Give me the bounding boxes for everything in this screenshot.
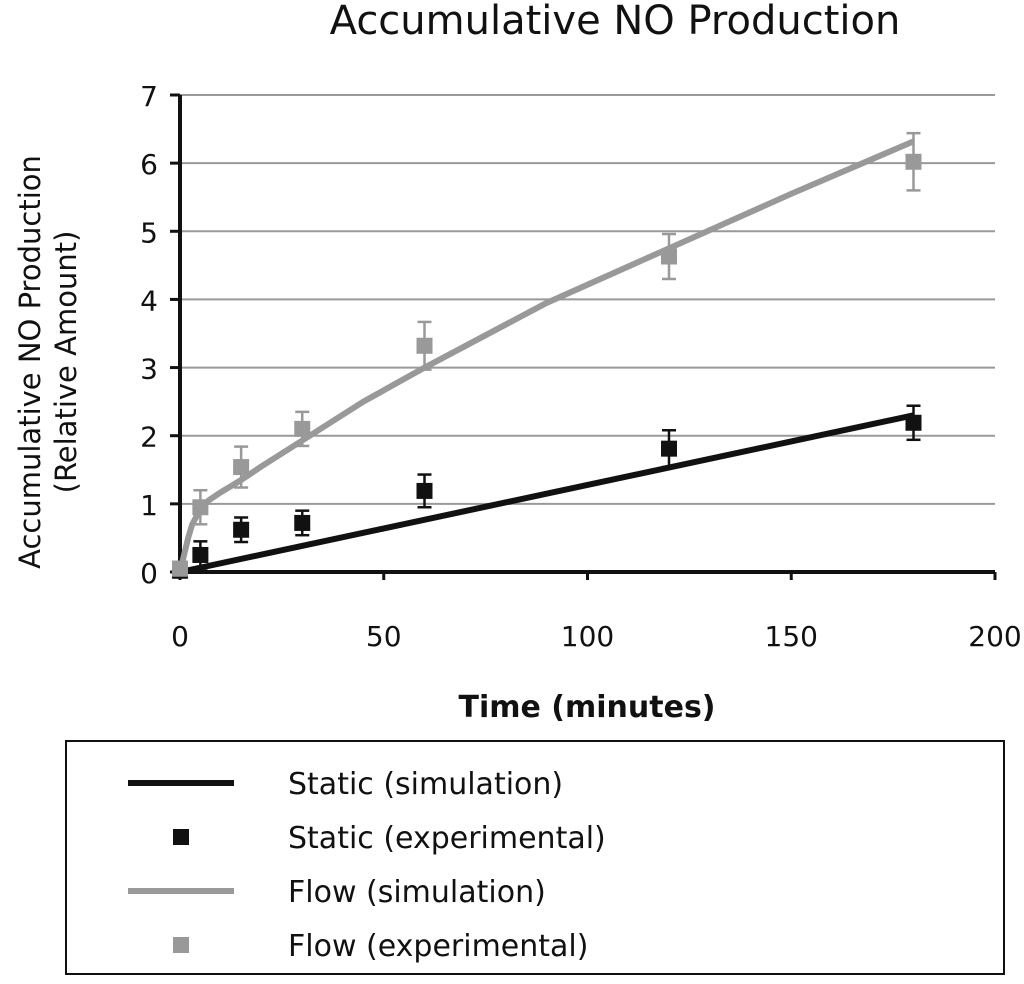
y-tick-label: 4 — [140, 284, 158, 317]
data-point — [294, 514, 311, 531]
gridlines — [180, 94, 995, 505]
x-axis-label: Time (minutes) — [458, 690, 715, 725]
legend: Static (simulation) Static (experimental)… — [128, 767, 606, 964]
legend-marker-swatch — [173, 937, 189, 953]
x-tick-label: 50 — [366, 620, 402, 653]
data-point — [172, 560, 188, 577]
y-axis-label-line2: (Relative Amount) — [49, 231, 83, 494]
legend-label: Static (experimental) — [288, 821, 606, 856]
y-tick-label: 7 — [140, 80, 158, 113]
legend-label: Flow (experimental) — [288, 929, 588, 964]
legend-label: Flow (simulation) — [288, 875, 546, 910]
y-tick-label: 2 — [140, 421, 158, 454]
data-point — [416, 482, 433, 499]
chart-title: Accumulative NO Production — [330, 0, 901, 44]
axes: 0 1 2 3 4 5 6 7 0 50 100 150 200 — [140, 80, 1022, 653]
data-point — [661, 440, 677, 457]
data-point — [192, 546, 209, 563]
data-point — [192, 499, 209, 516]
series-line — [179, 412, 915, 575]
x-tick-label: 100 — [561, 620, 614, 653]
y-tick-label: 6 — [140, 148, 158, 181]
data-point — [416, 337, 433, 354]
y-tick-label: 3 — [140, 353, 158, 386]
data-point — [294, 420, 311, 437]
data-point — [905, 414, 922, 431]
legend-marker-swatch — [173, 829, 189, 845]
data-point — [905, 153, 922, 170]
data-point — [233, 459, 250, 476]
x-tick-label: 150 — [765, 620, 818, 653]
series-line — [177, 138, 915, 573]
legend-box — [65, 740, 1005, 975]
y-axis-label-line1: Accumulative NO Production — [13, 155, 47, 569]
y-tick-label: 0 — [140, 557, 158, 590]
x-tick-label: 200 — [968, 620, 1021, 653]
legend-label: Static (simulation) — [288, 767, 563, 802]
data-point — [233, 521, 250, 538]
x-tick-label: 0 — [171, 620, 189, 653]
data-point — [661, 248, 677, 265]
chart-marks — [172, 131, 922, 579]
y-tick-label: 1 — [140, 489, 158, 522]
y-tick-label: 5 — [140, 216, 158, 249]
